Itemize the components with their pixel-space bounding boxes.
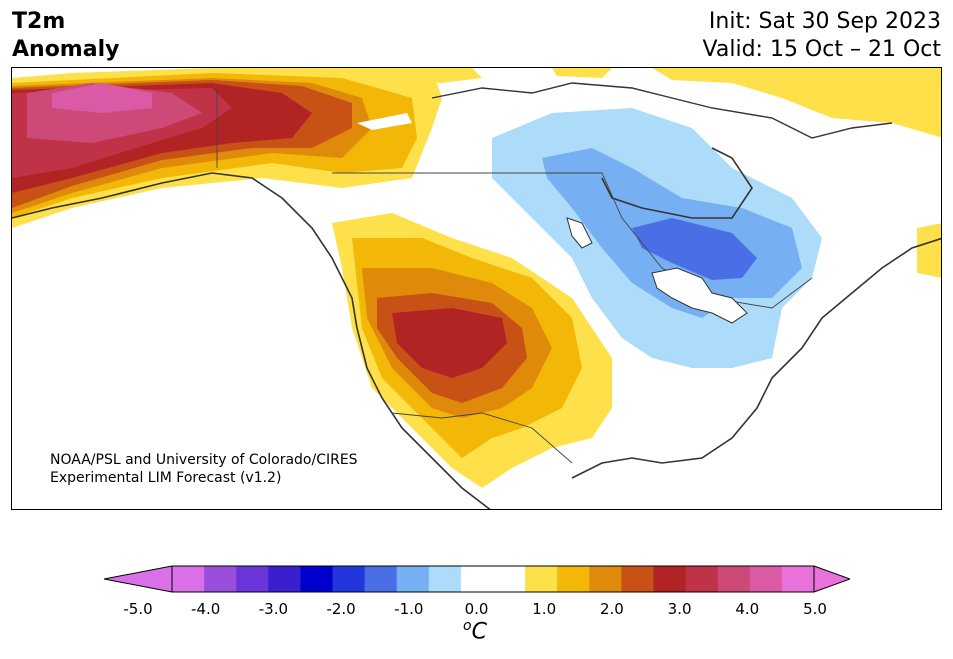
colorbar-tick-label: 3.0 [667, 600, 692, 618]
units-letter: C [471, 619, 487, 645]
colorbar-segment [685, 566, 719, 592]
great-lakes [651, 267, 748, 324]
colorbar-tick-label: -1.0 [394, 600, 424, 618]
colorbar-segment [589, 566, 622, 592]
border-mexico [391, 412, 573, 464]
colorbar-segment [653, 566, 687, 592]
coastline-gulf [571, 237, 941, 479]
valid-range: Valid: 15 Oct – 21 Oct [702, 37, 941, 62]
forecast-dates: Init: Sat 30 Sep 2023 Valid: 15 Oct – 21… [703, 8, 941, 64]
units-degree: o [463, 618, 472, 634]
colorbar-extend-low [104, 566, 172, 592]
colorbar-segment [268, 566, 301, 592]
colorbar-segment [396, 566, 430, 592]
colorbar-tick-label: -4.0 [191, 600, 221, 618]
colorbar [104, 565, 850, 593]
colorbar-tick-label: 0.0 [464, 600, 489, 618]
colorbar-segment [236, 566, 269, 592]
warm-region-alaska-8 [52, 83, 152, 113]
lake-winnipeg [566, 217, 593, 249]
colorbar-segment [172, 566, 205, 592]
warm-region-arctic-1 [352, 68, 482, 83]
cool-region-east-3 [632, 218, 757, 280]
colorbar-outline [171, 565, 815, 593]
colorbar-segment [428, 566, 462, 592]
colorbar-tick-label: 2.0 [599, 600, 624, 618]
colorbar-segment [493, 566, 526, 592]
colorbar-tick-label: 5.0 [803, 600, 827, 618]
credit-line-2: Experimental LIM Forecast (v1.2) [50, 470, 282, 486]
warm-region-west-5 [392, 308, 507, 378]
anomaly-map: NOAA/PSL and University of Colorado/CIRE… [11, 67, 942, 510]
init-date: Init: Sat 30 Sep 2023 [708, 9, 941, 34]
colorbar-extend-high [814, 566, 850, 592]
variable-subtitle: Anomaly [12, 37, 120, 62]
coastline [12, 172, 491, 509]
colorbar-tick-label: -2.0 [326, 600, 356, 618]
colorbar-segment [749, 566, 783, 592]
coastline-hudson [601, 147, 753, 219]
variable-name: T2m [12, 9, 66, 34]
colorbar-tick-label: -5.0 [123, 600, 153, 618]
colorbar-segment [557, 566, 590, 592]
map-canvas [12, 68, 941, 509]
colorbar-segment [460, 566, 494, 592]
warm-region-greenland [652, 68, 941, 138]
colorbar-segment [364, 566, 398, 592]
warm-region-atlantic [917, 223, 941, 278]
colorbar-tick-label: 1.0 [532, 600, 557, 618]
map-title: T2m Anomaly [12, 8, 119, 64]
colorbar-segment [204, 566, 237, 592]
colorbar-segment [332, 566, 366, 592]
colorbar-units: oC [463, 618, 487, 644]
colorbar-segment [781, 566, 815, 592]
credit-line-1: NOAA/PSL and University of Colorado/CIRE… [50, 452, 358, 468]
colorbar-outline-low [104, 565, 173, 593]
credit-text: NOAA/PSL and University of Colorado/CIRE… [50, 451, 358, 487]
coastline-arctic [431, 82, 893, 139]
colorbar-outline-high [813, 565, 850, 593]
colorbar-segment [300, 566, 333, 592]
great-slave-lake [357, 113, 412, 130]
colorbar-segments [172, 566, 815, 592]
warm-region-arctic-2 [552, 68, 612, 78]
border-canada-us [332, 172, 813, 309]
colorbar-segment [525, 566, 558, 592]
colorbar-tick-label: -3.0 [258, 600, 289, 618]
colorbar-tick-label: 4.0 [735, 600, 760, 618]
colorbar-segment [621, 566, 654, 592]
colorbar-segment [717, 566, 751, 592]
